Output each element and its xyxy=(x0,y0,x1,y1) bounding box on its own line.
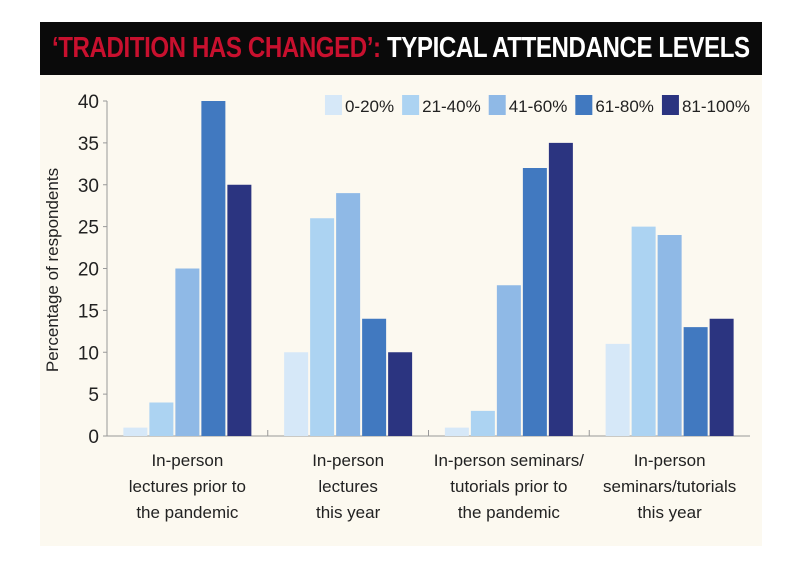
bar-0-20%-1 xyxy=(123,427,148,436)
y-tick-label: 20 xyxy=(78,260,99,281)
y-tick-label: 15 xyxy=(78,301,99,322)
x-tick-label: this year xyxy=(316,503,381,522)
x-tick-label: In-person seminars/ xyxy=(434,451,585,470)
x-tick-label: the pandemic xyxy=(136,503,239,522)
y-tick-label: 40 xyxy=(78,92,99,113)
legend-label: 81-100% xyxy=(682,97,750,116)
bar-81-100%-3 xyxy=(548,142,573,436)
bar-0-20%-4 xyxy=(605,343,630,436)
legend-label: 0-20% xyxy=(345,97,394,116)
legend-label: 41-60% xyxy=(509,97,568,116)
y-tick-label: 0 xyxy=(88,427,99,448)
x-tick-label: the pandemic xyxy=(458,503,561,522)
bar-0-20%-3 xyxy=(444,427,469,436)
bar-21-40%-2 xyxy=(310,218,335,436)
bar-81-100%-4 xyxy=(709,318,734,436)
y-tick-label: 35 xyxy=(78,134,99,155)
x-tick-label: lectures prior to xyxy=(129,477,246,496)
bar-61-80%-1 xyxy=(201,101,226,436)
bar-61-80%-2 xyxy=(362,318,387,436)
legend-label: 21-40% xyxy=(422,97,481,116)
chart-title-highlight: ‘TRADITION HAS CHANGED’: xyxy=(52,32,382,64)
y-axis-label: Percentage of respondents xyxy=(43,168,62,372)
x-tick-label: In-person xyxy=(634,451,706,470)
legend-swatch-61-80% xyxy=(575,95,593,115)
x-tick-label: this year xyxy=(638,503,703,522)
bar-41-60%-1 xyxy=(175,268,200,436)
y-tick-label: 10 xyxy=(78,343,99,364)
bar-81-100%-1 xyxy=(227,184,252,436)
legend-label: 61-80% xyxy=(595,97,654,116)
y-tick-label: 30 xyxy=(78,176,99,197)
chart-title: ‘TRADITION HAS CHANGED’: TYPICAL ATTENDA… xyxy=(40,22,762,75)
chart-title-line: ‘TRADITION HAS CHANGED’: TYPICAL ATTENDA… xyxy=(52,22,750,75)
legend-swatch-0-20% xyxy=(324,95,342,115)
bar-21-40%-3 xyxy=(470,410,495,436)
bar-41-60%-4 xyxy=(657,235,682,436)
bar-0-20%-2 xyxy=(284,352,309,436)
bar-61-80%-4 xyxy=(683,327,708,436)
x-tick-label: seminars/tutorials xyxy=(603,477,736,496)
legend-swatch-21-40% xyxy=(402,95,420,115)
bar-41-60%-3 xyxy=(496,285,521,436)
legend-swatch-81-100% xyxy=(661,95,679,115)
chart-title-main: TYPICAL ATTENDANCE LEVELS xyxy=(387,32,750,64)
bar-61-80%-3 xyxy=(522,168,547,436)
x-tick-label: tutorials prior to xyxy=(450,477,567,496)
legend-swatch-41-60% xyxy=(488,95,506,115)
y-tick-label: 5 xyxy=(88,385,99,406)
bar-41-60%-2 xyxy=(336,193,361,436)
x-tick-label: lectures xyxy=(318,477,378,496)
x-tick-label: In-person xyxy=(312,451,384,470)
bar-21-40%-1 xyxy=(149,402,174,436)
bar-81-100%-2 xyxy=(388,352,413,436)
y-tick-label: 25 xyxy=(78,218,99,239)
x-tick-label: In-person xyxy=(151,451,223,470)
bar-21-40%-4 xyxy=(631,226,656,436)
